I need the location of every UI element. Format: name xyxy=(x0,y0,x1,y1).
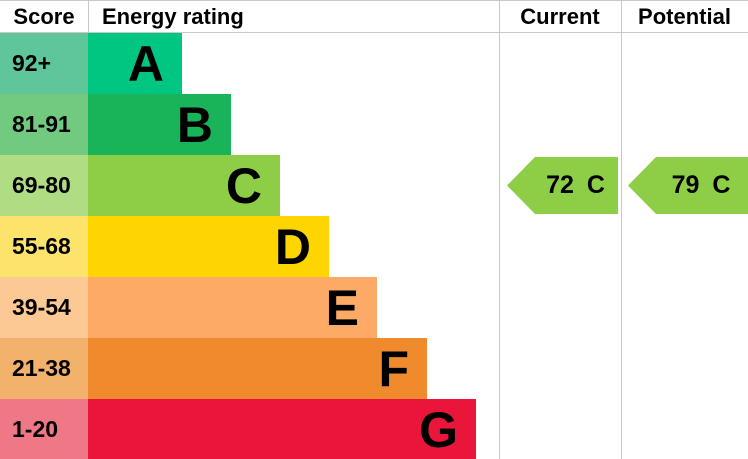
score-range-label: 1-20 xyxy=(12,416,59,442)
band-bar-e: E xyxy=(88,277,377,338)
current-rating-letter: C xyxy=(586,171,605,199)
band-bar-d: D xyxy=(88,216,329,277)
band-letter: B xyxy=(176,96,213,153)
score-cell: 55-68 xyxy=(0,216,88,277)
current-rating-value: 72 xyxy=(546,171,574,199)
band-bar-g: G xyxy=(88,399,476,459)
score-cell: 21-38 xyxy=(0,338,88,399)
band-bar-f: F xyxy=(88,338,427,399)
score-range-label: 21-38 xyxy=(12,355,71,381)
band-letter: F xyxy=(378,340,409,397)
band-row-a: 92+ A xyxy=(0,33,748,94)
band-row-f: 21-38 F xyxy=(0,338,748,399)
score-range-label: 69-80 xyxy=(12,172,71,198)
band-letter: E xyxy=(325,279,359,336)
band-bar-b: B xyxy=(88,94,231,155)
potential-rating-value: 79 xyxy=(671,171,700,199)
band-letter: D xyxy=(274,218,311,275)
divider-score-column xyxy=(88,1,89,32)
band-rows: 92+ A 81-91 B 69-80 C 55-68 D 39-54 E xyxy=(0,33,748,459)
score-range-label: 92+ xyxy=(12,50,52,76)
score-cell: 1-20 xyxy=(0,399,88,459)
divider-header xyxy=(0,32,748,33)
score-range-label: 55-68 xyxy=(12,233,71,259)
score-cell: 39-54 xyxy=(0,277,88,338)
band-bar-a: A xyxy=(88,33,182,94)
divider-current-column xyxy=(499,1,500,459)
header-energy-rating: Energy rating xyxy=(102,3,244,29)
potential-rating-arrow: 79 C xyxy=(628,157,748,214)
score-range-label: 39-54 xyxy=(12,294,71,320)
band-row-b: 81-91 B xyxy=(0,94,748,155)
band-row-g: 1-20 G xyxy=(0,399,748,459)
band-row-c: 69-80 C xyxy=(0,155,748,216)
band-row-d: 55-68 D xyxy=(0,216,748,277)
band-bar-c: C xyxy=(88,155,280,216)
header-score: Score xyxy=(13,3,75,29)
header-potential: Potential xyxy=(638,3,731,29)
divider-potential-column xyxy=(621,1,622,459)
band-letter: A xyxy=(127,35,164,92)
score-range-label: 81-91 xyxy=(12,111,71,137)
potential-rating-letter: C xyxy=(712,171,731,199)
score-cell: 69-80 xyxy=(0,155,88,216)
header-current: Current xyxy=(520,3,600,29)
score-cell: 81-91 xyxy=(0,94,88,155)
band-row-e: 39-54 E xyxy=(0,277,748,338)
band-letter: C xyxy=(225,157,262,214)
score-cell: 92+ xyxy=(0,33,88,94)
band-letter: G xyxy=(419,401,458,458)
